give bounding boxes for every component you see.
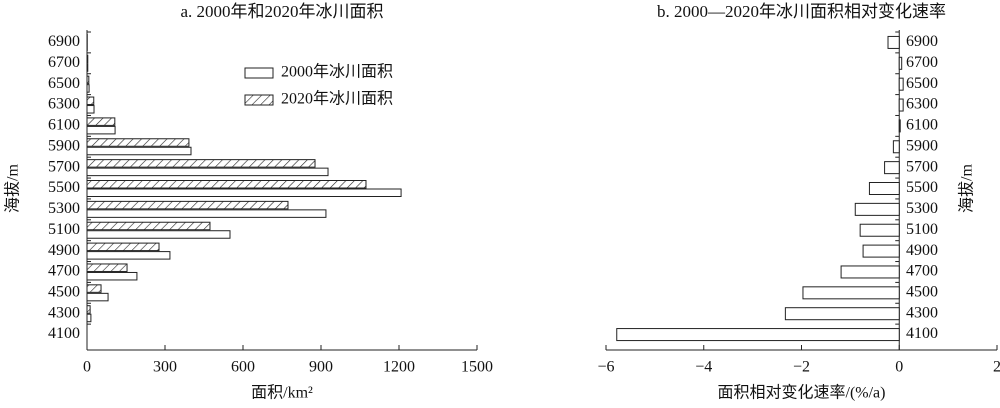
bar — [887, 35, 900, 49]
bar — [854, 202, 900, 216]
bar — [86, 221, 211, 231]
bar — [86, 54, 89, 64]
x-tick-label: 600 — [231, 359, 255, 376]
y-tick-label: 4300 — [906, 304, 938, 321]
y-tick-label: 4100 — [48, 325, 80, 342]
y-tick-label: 6500 — [906, 75, 938, 92]
x-tick-label: 1500 — [461, 359, 493, 376]
x-axis-label: 面积/km² — [251, 384, 313, 402]
bar — [86, 292, 109, 302]
y-tick-label: 4500 — [906, 284, 938, 301]
y-tick-label: 5300 — [48, 200, 80, 217]
bar — [840, 265, 900, 279]
y-tick-label: 4900 — [48, 242, 80, 259]
legend-swatch — [244, 94, 274, 106]
y-tick-label: 4700 — [906, 263, 938, 280]
bar — [898, 56, 903, 70]
bar — [898, 98, 904, 112]
bar — [86, 138, 190, 147]
bar — [802, 286, 900, 300]
bar — [86, 180, 367, 189]
bar — [86, 105, 95, 114]
y-tick-label: 5500 — [48, 179, 80, 196]
x-tick-label: 0 — [83, 359, 91, 376]
y-tick-label: 6900 — [906, 33, 938, 50]
bar — [784, 307, 900, 321]
bar — [86, 146, 192, 156]
bar — [86, 209, 327, 218]
bar — [86, 188, 402, 197]
bar — [86, 96, 95, 106]
x-tick-label: −2 — [793, 359, 810, 376]
bar — [86, 313, 92, 323]
bar — [86, 271, 138, 281]
y-tick-label: 5300 — [906, 200, 938, 217]
bar — [86, 167, 329, 177]
bar — [86, 200, 289, 210]
y-axis-label: 海拔/m — [958, 164, 976, 213]
bar — [86, 75, 90, 85]
x-tick-label: 300 — [153, 359, 177, 376]
bar — [86, 84, 90, 93]
legend-swatch — [244, 67, 274, 79]
bar — [86, 125, 116, 135]
x-tick-label: 0 — [895, 359, 903, 376]
y-tick-label: 6900 — [48, 33, 80, 50]
bar — [898, 77, 904, 91]
legend-label: 2000年冰川面积 — [281, 63, 393, 81]
y-tick-label: 5500 — [906, 179, 938, 196]
y-tick-label: 5100 — [906, 221, 938, 238]
x-tick-label: 2 — [993, 359, 1000, 376]
x-tick-label: −4 — [695, 359, 712, 376]
bar — [862, 244, 900, 258]
x-tick-label: −6 — [597, 359, 614, 376]
bar — [86, 251, 171, 260]
bar — [898, 119, 901, 133]
y-tick-label: 4100 — [906, 325, 938, 342]
x-axis-label: 面积相对变化速率/(%/a) — [718, 384, 886, 402]
y-tick-label: 4300 — [48, 304, 80, 321]
bar — [86, 117, 116, 126]
y-tick-label: 5100 — [48, 221, 80, 238]
y-tick-label: 4700 — [48, 263, 80, 280]
y-tick-label: 6700 — [906, 54, 938, 71]
bar — [892, 140, 900, 154]
y-tick-label: 6300 — [906, 96, 938, 113]
y-tick-label: 4500 — [48, 284, 80, 301]
bar — [86, 230, 231, 239]
bar — [86, 263, 128, 272]
bar — [86, 305, 91, 314]
y-tick-label: 5700 — [906, 158, 938, 175]
x-tick-label: 1200 — [383, 359, 415, 376]
chart-title: b. 2000—2020年冰川面积相对变化速率 — [657, 2, 946, 21]
y-tick-label: 6100 — [906, 117, 938, 134]
y-tick-label: 6300 — [48, 96, 80, 113]
y-tick-label: 5900 — [48, 137, 80, 154]
chart-title: a. 2000年和2020年冰川面积 — [180, 2, 383, 21]
y-axis-label: 海拔/m — [4, 164, 22, 213]
x-tick-label: 900 — [309, 359, 333, 376]
y-tick-label: 5900 — [906, 137, 938, 154]
bar — [86, 159, 316, 168]
bar — [86, 284, 102, 293]
y-tick-label: 6700 — [48, 54, 80, 71]
y-tick-label: 4900 — [906, 242, 938, 259]
legend-label: 2020年冰川面积 — [281, 90, 393, 108]
bar — [884, 161, 900, 175]
bar — [868, 182, 900, 195]
bar — [86, 63, 89, 72]
y-tick-label: 5700 — [48, 158, 80, 175]
bar — [616, 328, 900, 342]
bar — [86, 242, 160, 252]
y-tick-label: 6500 — [48, 75, 80, 92]
bar — [859, 223, 900, 237]
y-tick-label: 6100 — [48, 117, 80, 134]
